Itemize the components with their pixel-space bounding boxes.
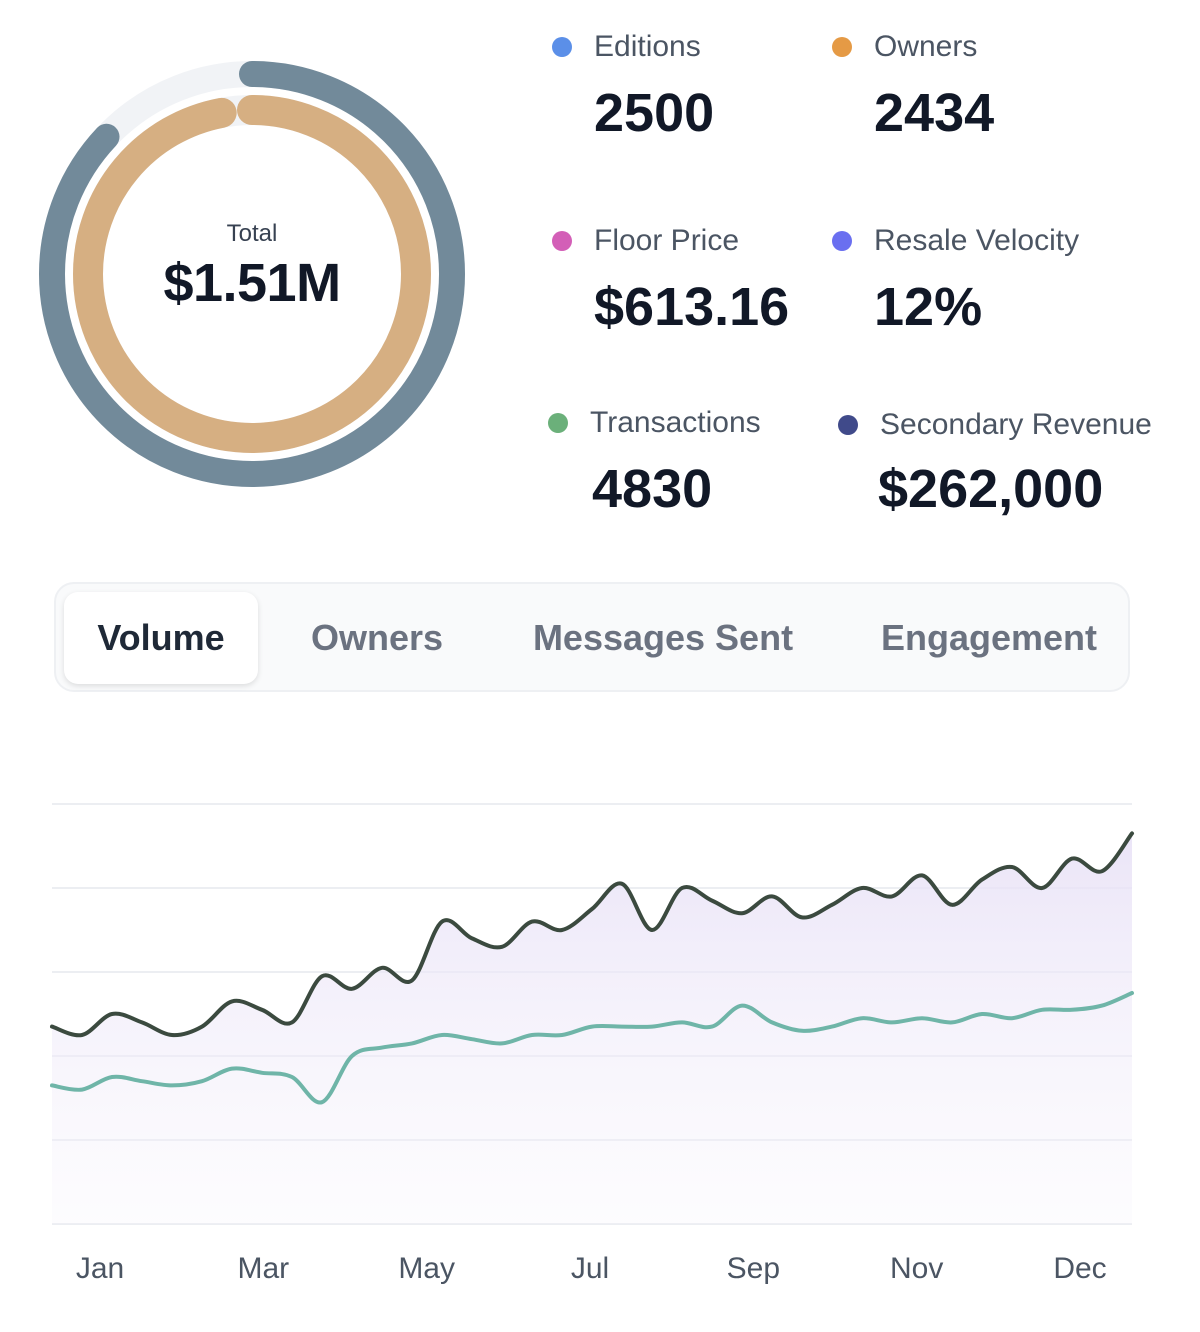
stat-resale-velocity: Resale Velocity 12% [832,224,1079,338]
stat-secondary-revenue: Secondary Revenue $262,000 [838,408,1152,520]
stat-label: Secondary Revenue [880,408,1152,441]
stat-owners: Owners 2434 [832,30,994,144]
stat-color-dot [552,37,572,57]
x-tick-label: Mar [237,1252,290,1285]
donut-inner-ring [73,95,431,453]
series-line-volume [50,831,1134,1038]
stat-label: Transactions [590,406,761,439]
x-tick-label: May [398,1252,455,1285]
donut-outer-ring [39,61,465,487]
series-line-owners [50,991,1134,1105]
stat-value: 2434 [874,83,995,143]
stat-value: $262,000 [878,459,1104,519]
stat-color-dot [552,231,572,251]
stat-label: Editions [594,30,701,63]
donut-total-label: Total [226,220,278,247]
stat-value: 4830 [592,459,713,519]
donut-svg [39,61,465,487]
stat-value: 12% [874,277,983,337]
stat-transactions: Transactions 4830 [548,406,761,520]
stat-color-dot [832,231,852,251]
stat-color-dot [838,415,858,435]
stat-color-dot [548,413,568,433]
tab-engagement[interactable]: Engagement [880,617,1098,658]
stat-label: Floor Price [594,224,740,257]
total-donut-chart: Total $1.51M [38,60,466,488]
stat-color-dot [832,37,852,57]
x-tick-label: Sep [726,1252,781,1285]
stat-editions: Editions 2500 [552,30,714,144]
stat-label: Resale Velocity [874,224,1080,257]
volume-line-chart [50,803,1134,1225]
x-tick-label: Jan [75,1252,125,1285]
tab-owners[interactable]: Owners [310,617,444,658]
tab-volume[interactable]: Volume [64,592,258,684]
stat-label: Owners [874,30,978,63]
x-tick-label: Nov [889,1252,944,1285]
stat-value: 2500 [594,83,715,143]
stat-floor-price: Floor Price $613.16 [552,224,789,338]
x-tick-label: Dec [1053,1252,1107,1285]
donut-total-value: $1.51M [163,253,341,313]
series-area-volume [52,833,1132,1224]
stat-value: $613.16 [594,277,790,337]
tab-messages-sent[interactable]: Messages Sent [532,617,794,658]
chart-tabs: Volume Owners Messages Sent Engagement [54,582,1130,692]
x-tick-label: Jul [570,1252,610,1285]
